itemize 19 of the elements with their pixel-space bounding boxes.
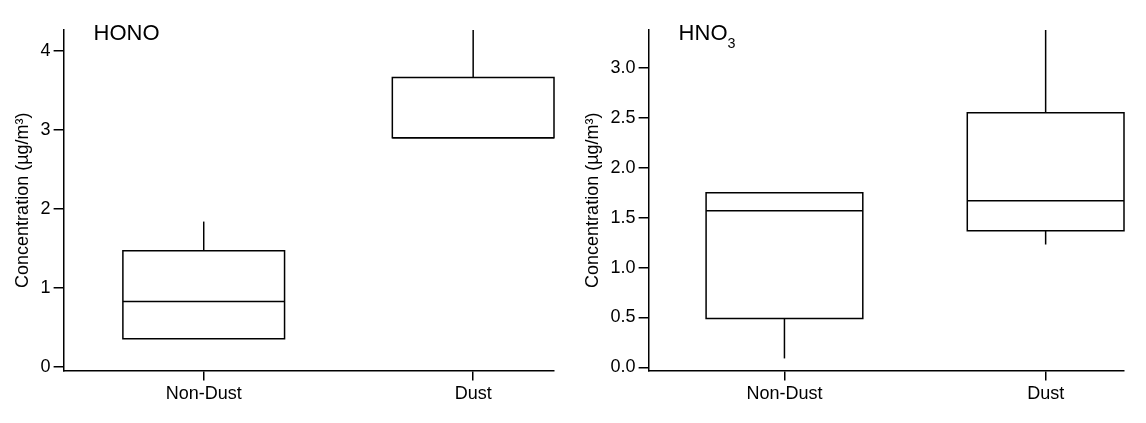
y-tick-label: 1.5 xyxy=(610,206,636,227)
y-tick-label: 1.0 xyxy=(610,256,636,277)
chart-title: HONO xyxy=(93,20,160,45)
y-tick-label: 0.0 xyxy=(610,356,636,377)
x-tick-label: Non-Dust xyxy=(165,383,242,404)
y-tick-label: 2 xyxy=(40,197,51,218)
y-tick-label: 2.0 xyxy=(610,156,636,177)
x-tick-label: Dust xyxy=(454,383,492,404)
y-tick-label: 3 xyxy=(40,118,51,139)
x-tick-label: Non-Dust xyxy=(746,383,823,404)
y-tick-label: 1 xyxy=(40,277,51,298)
y-axis-title: Concentration (µg/m³) xyxy=(581,112,602,288)
y-tick-label: 0.5 xyxy=(610,306,636,327)
y-tick-label: 3.0 xyxy=(610,56,636,77)
y-tick-label: 4 xyxy=(40,39,51,60)
y-tick-label: 2.5 xyxy=(610,106,636,127)
y-tick-label: 0 xyxy=(40,356,51,377)
x-tick-label: Dust xyxy=(1027,383,1065,404)
y-axis-title: Concentration (µg/m³) xyxy=(11,112,32,288)
